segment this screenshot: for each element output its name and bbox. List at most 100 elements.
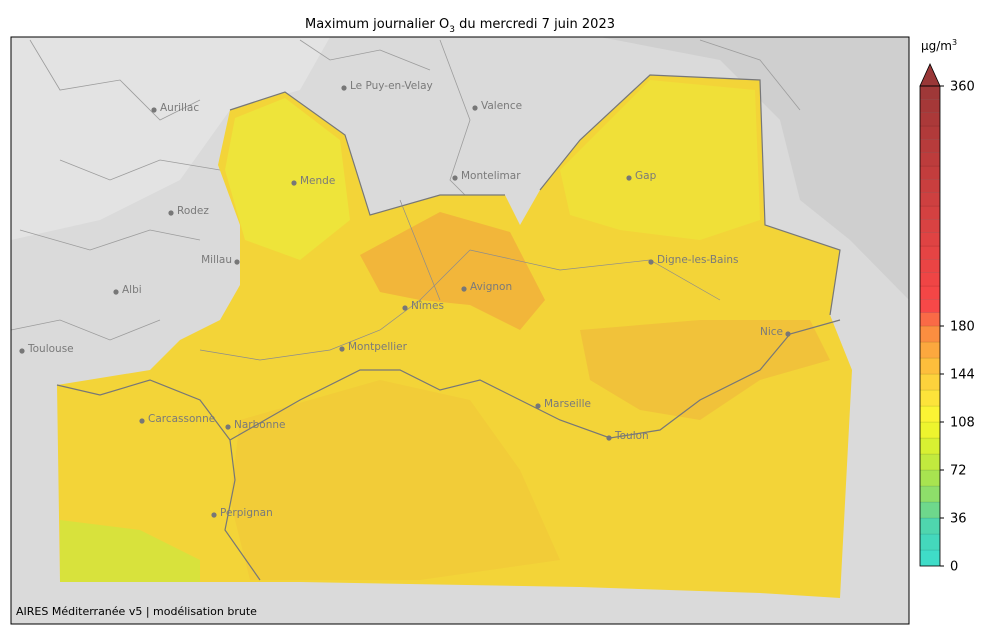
city-marker [339,346,345,352]
colorbar-tick-label: 180 [950,320,975,335]
credit: AIRES Méditerranée v5 | modélisation bru… [16,605,257,618]
colorbar-bin [919,421,941,439]
city-label: Rodez [177,205,209,217]
colorbar-tick-label: 0 [950,560,958,575]
department-borders [199,199,721,361]
map-area [10,36,910,625]
title-text: Maximum journalier O [305,17,449,32]
colorbar-bin [919,533,941,551]
colorbar-unit: µg/m3 [921,38,957,53]
colorbar-bin [919,152,941,167]
city-label: Valence [481,100,522,112]
colorbar-bin [919,192,941,207]
title-subscript: 3 [449,25,455,35]
colorbar-bin [919,373,941,391]
colorbar-bin [919,165,941,180]
colorbar-bin [919,232,941,247]
colorbar-bin [919,517,941,535]
relief [11,37,909,300]
city-label: Carcassonne [148,413,215,425]
colorbar-bin [919,285,941,300]
colorbar-bin [919,549,941,567]
city-label: Perpignan [220,507,273,519]
city-marker [211,512,217,518]
city-marker [139,418,145,424]
city-marker [461,286,467,292]
city-marker [341,85,347,91]
coastline-borders [56,74,841,581]
colorbar-bin [919,179,941,193]
city-label: Mende [300,175,335,187]
colorbar-bin [919,112,941,127]
colorbar-bin [919,325,941,343]
city-marker [151,107,157,113]
colorbar-bin [919,205,941,220]
colorbar-bin [919,139,941,153]
colorbar-extend [919,63,941,87]
city-marker [535,403,541,409]
colorbar-bin [919,272,941,287]
colorbar-tick-label: 108 [950,416,975,431]
city-label: Toulon [614,430,649,442]
city-label: Avignon [470,281,512,293]
colorbar-bin [919,312,941,327]
colorbar-bin [919,485,941,503]
city-label: Millau [201,254,232,266]
city-marker [168,210,174,216]
colorbar-bin [919,341,941,359]
map-frame [10,36,910,625]
city-marker [113,289,119,295]
city-marker [785,331,791,337]
city-marker [452,175,458,181]
colorbar: 0 36 72 108 144 180 360 [919,63,975,575]
relief [11,37,330,240]
colorbar-bin [919,357,941,375]
ozone-field-high [580,320,830,420]
city-label: Nîmes [411,300,444,312]
colorbar-tick-label: 72 [950,464,967,479]
ozone-field-low [225,98,350,260]
admin-borders [10,39,801,341]
colorbar-bin [919,405,941,423]
city-label: Albi [122,284,142,296]
colorbar-bin [919,245,941,260]
city-marker [606,435,612,441]
ozone-field-low [560,80,760,240]
colorbar-bin [919,259,941,273]
colorbar-bin [919,99,941,113]
colorbar-bin [919,85,941,100]
city-label: Toulouse [27,343,74,355]
colorbar-bin [919,453,941,471]
colorbar-tick-label: 36 [950,512,967,527]
city-label: Gap [635,170,657,182]
colorbar-bin [919,299,941,313]
ozone-field-sea [230,380,560,580]
city-marker [19,348,25,354]
colorbar-bin [919,125,941,140]
colorbar-bin [919,501,941,519]
city-marker [225,424,231,430]
colorbar-bin [919,469,941,487]
colorbar-bin [919,389,941,407]
city-label: Aurillac [160,102,199,114]
colorbar-bin [919,437,941,455]
city-label: Digne-les-Bains [657,254,739,266]
unit-text: µg/m [921,39,952,53]
city-label: Narbonne [234,419,285,431]
colorbar-bin [919,219,941,233]
city-label: Montelimar [461,170,521,182]
ozone-field-high [360,212,545,330]
city-label: Nice [760,326,783,338]
map-title: Maximum journalier O3 du mercredi 7 juin… [305,17,615,35]
city-marker [234,259,240,265]
city-label: Le Puy-en-Velay [350,80,433,92]
colorbar-tick-label: 144 [950,368,975,383]
city-label: Marseille [544,398,591,410]
city-marker [291,180,297,186]
colorbar-tick-label: 360 [950,80,975,95]
city-marker [626,175,632,181]
city-marker [472,105,478,111]
title-suffix: du mercredi 7 juin 2023 [455,17,615,32]
city-label: Montpellier [348,341,408,353]
